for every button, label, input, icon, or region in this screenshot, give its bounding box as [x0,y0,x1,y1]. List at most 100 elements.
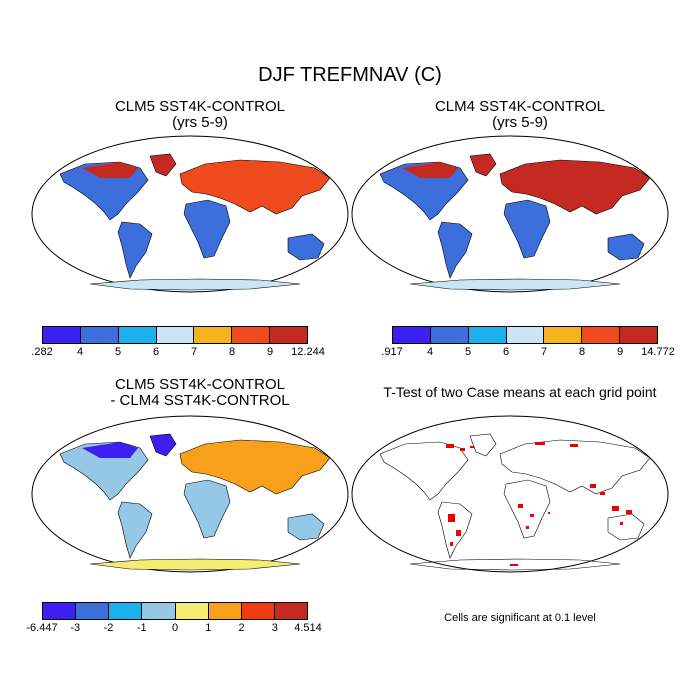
colorbar-tick-label: 2 [238,622,245,634]
colorbar-tick-label: 0 [171,622,179,634]
colorbar-swatch [232,327,271,343]
colorbar-tick-label: 8 [228,346,236,358]
colorbar-swatch [468,327,507,343]
colorbar-swatch [582,327,621,343]
colorbar-swatch [43,603,77,619]
figure-title: DJF TREFMNAV (C) [258,64,442,86]
continent-antarctica [89,558,301,571]
colorbar-clm4 [392,326,658,344]
colorbar-tick-label: 6 [152,346,160,358]
colorbar-swatch [208,603,242,619]
continent-greenland [469,153,497,177]
colorbar-swatch [393,327,431,343]
colorbar-swatch [506,327,545,343]
continent-australia [287,233,325,261]
colorbar-difference [42,602,308,620]
map-panel-clm4 [351,135,669,293]
continent-eurasia [499,439,651,495]
colorbar-tick-label: 9 [266,346,274,358]
panel2-title-line2: (yrs 5-9) [492,114,548,131]
region-arctic-canada [82,442,138,458]
colorbar-tick-label: 12.244 [291,346,325,358]
colorbar-tick-label: 3 [271,622,278,634]
panel3-title-line2: - CLM4 SST4K-CONTROL [110,392,290,409]
colorbar-tick-label: 9 [616,346,624,358]
significant-cell [450,542,453,546]
significant-cell [590,484,596,488]
map-panel-clm5 [31,135,349,293]
colorbar-tick-label: 4 [76,346,84,358]
colorbar-tick-label: .282 [31,346,53,358]
continent-antarctica [89,278,301,291]
colorbar-tick-label: 5 [114,346,122,358]
significant-cell [470,446,474,448]
colorbar-swatch [43,327,81,343]
significant-cell [526,526,529,529]
continent-samerica [437,221,473,279]
significant-cell [570,444,578,447]
continent-australia [287,513,325,541]
significant-cell [530,514,534,517]
continent-greenland [149,153,177,177]
colorbar-tick-label: 6 [502,346,510,358]
significance-note: Cells are significant at 0.1 level [444,612,596,624]
colorbar-tick-label: 4 [426,346,434,358]
significant-cell [446,444,454,448]
colorbar-tick-label: -2 [103,622,114,634]
continent-samerica [437,501,473,559]
continent-antarctica [409,558,621,571]
continent-africa [183,479,231,539]
colorbar-swatch [109,603,143,619]
continent-samerica [117,501,153,559]
colorbar-tick-label: 7 [190,346,198,358]
region-arctic-canada [402,162,458,178]
continent-antarctica [409,278,621,291]
continent-africa [503,199,551,259]
colorbar-swatch [175,603,209,619]
significant-cell [456,530,461,536]
panel2-title-line1: CLM4 SST4K-CONTROL [434,98,606,115]
colorbar-swatch [620,327,658,343]
significant-cell [448,514,455,522]
colorbar-tick-label: 1 [205,622,212,634]
region-arctic-canada [82,162,138,178]
panel4-title: T-Test of two Case means at each grid po… [383,384,657,400]
region-siberia [540,162,634,192]
continent-greenland [469,433,497,457]
colorbar-swatch [544,327,583,343]
significant-cell [626,510,632,514]
significant-cell [510,564,518,566]
continent-australia [607,233,645,261]
colorbar-swatch [76,603,110,619]
continent-africa [183,199,231,259]
colorbar-tick-label: -3 [70,622,81,634]
region-siberia [220,442,314,472]
significant-cell [535,442,545,445]
colorbar-tick-label: 8 [578,346,586,358]
colorbar-swatch [156,327,195,343]
colorbar-tick-label: -1 [136,622,147,634]
panel3-title-line1: CLM5 SST4K-CONTROL [114,376,286,393]
colorbar-swatch [80,327,119,343]
colorbar-tick-label: -6.447 [26,622,58,634]
panel1-title-line1: CLM5 SST4K-CONTROL [114,98,286,115]
colorbar-swatch [118,327,157,343]
colorbar-swatch [241,603,275,619]
colorbar-tick-label: 5 [464,346,472,358]
continent-greenland [149,433,177,457]
colorbar-swatch [270,327,308,343]
continent-samerica [117,221,153,279]
colorbar-swatch [194,327,233,343]
continent-africa [503,479,551,539]
colorbar-tick-label: 4.514 [294,622,322,634]
map-panel-ttest [351,415,669,573]
colorbar-swatch [430,327,469,343]
significant-cell [620,522,623,525]
significant-cell [460,448,465,451]
colorbar-tick-label: 14.772 [641,346,675,358]
significant-cell [600,492,605,495]
colorbar-tick-label: .917 [381,346,403,358]
map-panel-difference [31,415,349,573]
significant-cell [518,504,523,508]
colorbar-tick-label: 7 [540,346,548,358]
